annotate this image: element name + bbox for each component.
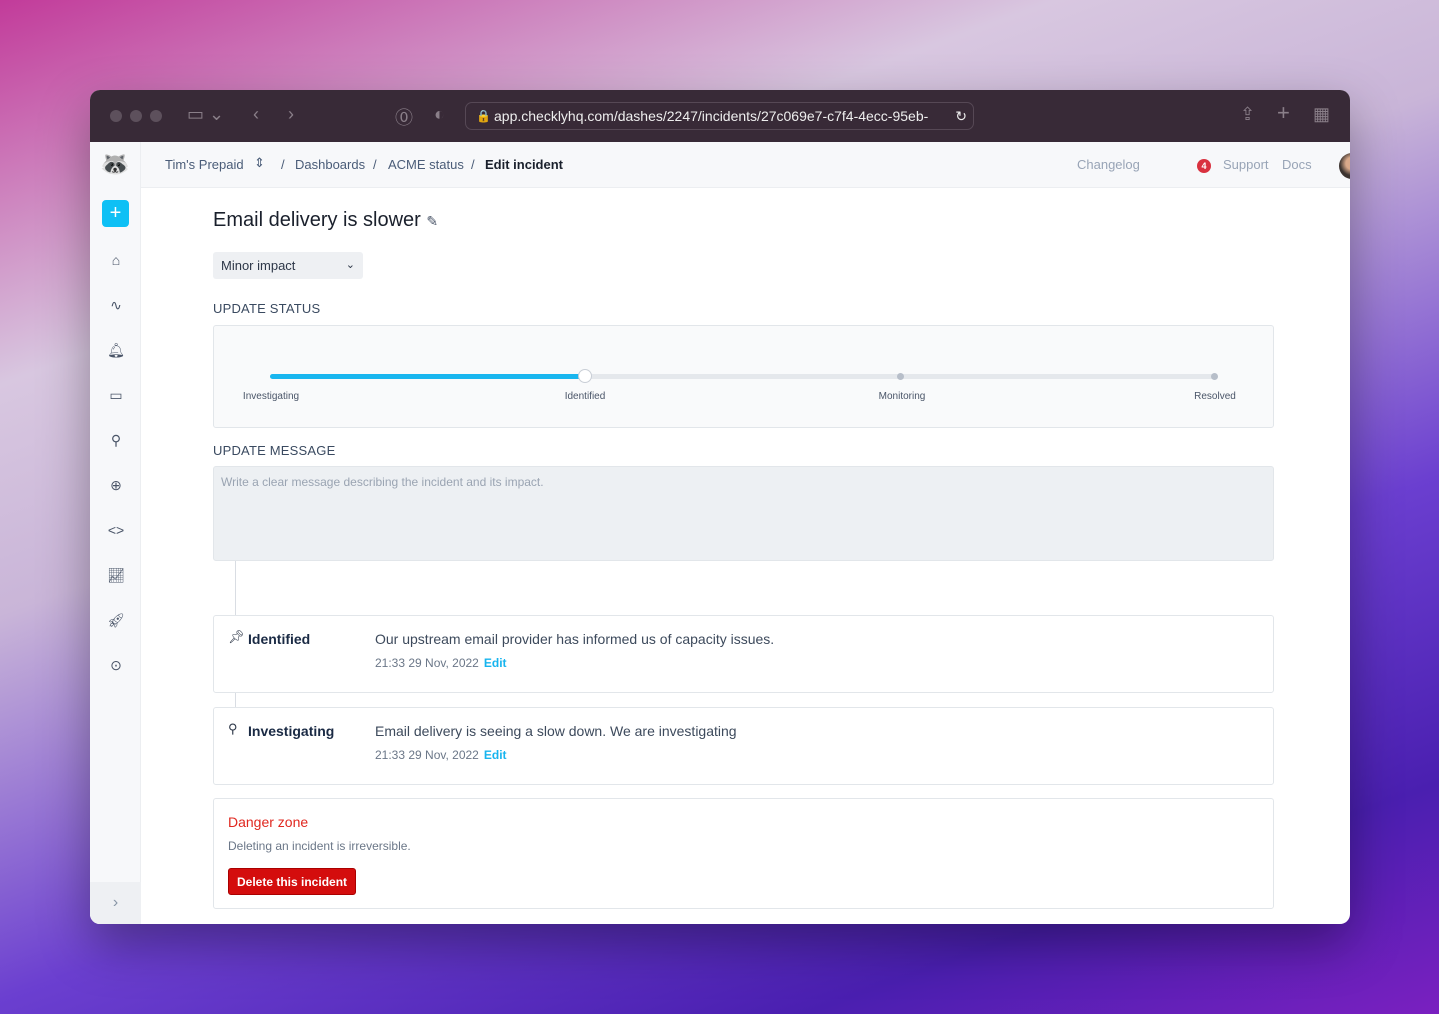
update-message: Email delivery is seeing a slow down. We…	[375, 723, 737, 739]
update-message: Our upstream email provider has informed…	[375, 631, 775, 647]
url-text: app.checklyhq.com/dashes/2247/incidents/…	[494, 108, 929, 124]
support-link[interactable]: Support	[1223, 157, 1269, 172]
reload-icon[interactable]: ↻	[951, 103, 967, 129]
avatar[interactable]	[1339, 153, 1350, 179]
close-window-button[interactable]	[110, 110, 122, 122]
forward-icon[interactable]: ›	[288, 104, 294, 124]
password-manager-icon[interactable]: ⓪	[395, 108, 413, 128]
step-resolved[interactable]: Resolved	[1194, 391, 1236, 402]
update-timestamp: 21:33 29 Nov, 2022	[375, 656, 479, 670]
browser-window: ▭ ⌄ ‹ › ⓪ ◐ 🔒 app.checklyhq.com/dashes/2…	[90, 90, 1350, 924]
bell-icon[interactable]: 🔔︎	[107, 342, 125, 358]
edit-update-link[interactable]: Edit	[483, 748, 507, 762]
share-icon[interactable]: ⇪	[1240, 104, 1256, 124]
changelog-badge: 4	[1197, 159, 1211, 173]
status-stepper: Investigating Identified Monitoring Reso…	[213, 325, 1274, 428]
breadcrumb-acme-status[interactable]: ACME status	[388, 157, 464, 172]
update-status-label: UPDATE STATUS	[213, 301, 321, 316]
chart-icon[interactable]: 📈︎	[107, 567, 125, 583]
timeline-line	[235, 561, 236, 615]
breadcrumb-current: Edit incident	[485, 157, 563, 172]
update-status: Investigating	[248, 723, 335, 739]
pin-icon: 📌︎	[228, 629, 245, 644]
status-slider-fill	[270, 374, 586, 379]
breadcrumb-dashboards[interactable]: Dashboards	[295, 157, 366, 172]
update-card: 📌︎ Identified Our upstream email provide…	[213, 615, 1274, 693]
integrations-icon[interactable]: ⚲	[110, 432, 122, 448]
monitor-icon[interactable]: ▭	[109, 387, 123, 403]
tab-overview-icon[interactable]: ▦	[1313, 104, 1331, 124]
update-status: Identified	[248, 631, 311, 647]
update-message-label: UPDATE MESSAGE	[213, 443, 336, 458]
impact-value: Minor impact	[221, 258, 296, 273]
status-slider-track[interactable]	[270, 369, 1218, 383]
step-investigating[interactable]: Investigating	[242, 391, 300, 402]
sidebar: 🦝 + ⌂ ∿ 🔔︎ ▭ ⚲ ⊕ <> 📈︎ 🚀︎ ⊙ ›	[90, 142, 141, 924]
step-identified[interactable]: Identified	[564, 391, 606, 402]
maximize-window-button[interactable]	[150, 110, 162, 122]
update-card: ⚲ Investigating Email delivery is seeing…	[213, 707, 1274, 785]
impact-select[interactable]: Minor impact ⌄	[213, 252, 363, 279]
code-icon[interactable]: <>	[107, 522, 125, 538]
status-slider-handle[interactable]	[578, 369, 593, 383]
edit-update-link[interactable]: Edit	[483, 656, 507, 670]
step-monitoring[interactable]: Monitoring	[878, 391, 926, 402]
danger-zone-title: Danger zone	[228, 814, 309, 830]
address-bar[interactable]: 🔒 app.checklyhq.com/dashes/2247/incident…	[465, 102, 974, 130]
shield-icon[interactable]: ◐	[434, 104, 445, 124]
danger-zone-description: Deleting an incident is irreversible.	[228, 839, 411, 853]
breadcrumb-separator: /	[281, 157, 285, 172]
minimize-window-button[interactable]	[130, 110, 142, 122]
step-dot-resolved[interactable]	[1211, 373, 1218, 380]
chevron-down-icon: ⌄	[345, 259, 355, 271]
rocket-icon[interactable]: 🚀︎	[107, 612, 125, 628]
lock-icon: 🔒	[476, 109, 491, 123]
expand-sidebar-button[interactable]: ›	[90, 882, 141, 924]
browser-titlebar: ▭ ⌄ ‹ › ⓪ ◐ 🔒 app.checklyhq.com/dashes/2…	[90, 90, 1350, 142]
update-message-textarea[interactable]: Write a clear message describing the inc…	[213, 466, 1274, 561]
home-icon[interactable]: ⌂	[111, 252, 121, 268]
top-header: Tim's Prepaid ⇕ / Dashboards / ACME stat…	[141, 142, 1350, 188]
changelog-link[interactable]: Changelog	[1077, 157, 1140, 172]
account-switcher[interactable]: Tim's Prepaid	[165, 157, 244, 172]
account-switcher-chevron-icon[interactable]: ⇕	[254, 155, 265, 170]
timeline-line	[235, 693, 236, 707]
delete-incident-button[interactable]: Delete this incident	[228, 868, 357, 895]
update-timestamp: 21:33 29 Nov, 2022	[375, 748, 479, 762]
location-icon[interactable]: ⊙	[110, 657, 122, 673]
globe-icon[interactable]: ⊕	[110, 477, 122, 493]
docs-link[interactable]: Docs	[1282, 157, 1312, 172]
create-button[interactable]: +	[102, 200, 129, 227]
page-title: Email delivery is slower ✎	[213, 209, 438, 232]
danger-zone: Danger zone Deleting an incident is irre…	[213, 798, 1274, 909]
sidebar-toggle-icon[interactable]: ▭ ⌄	[187, 104, 225, 124]
checkly-logo-icon[interactable]: 🦝	[100, 151, 130, 178]
breadcrumb-separator: /	[373, 157, 377, 172]
new-tab-icon[interactable]: +	[1277, 100, 1290, 125]
incident-title: Email delivery is slower	[213, 209, 421, 231]
step-dot-monitoring[interactable]	[897, 373, 904, 380]
back-icon[interactable]: ‹	[253, 104, 259, 124]
activity-icon[interactable]: ∿	[110, 297, 122, 313]
edit-title-pencil-icon[interactable]: ✎	[426, 213, 439, 229]
breadcrumb-separator: /	[471, 157, 475, 172]
search-icon: ⚲	[228, 721, 238, 736]
